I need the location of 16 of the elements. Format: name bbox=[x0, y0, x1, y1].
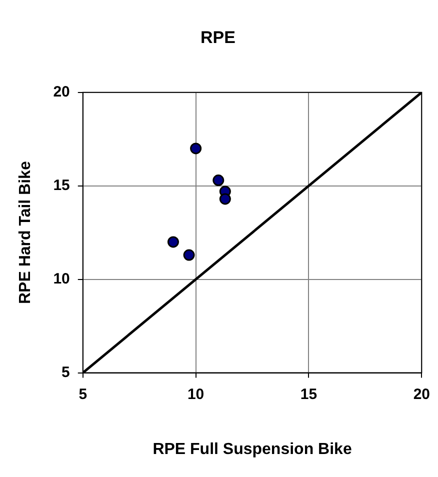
x-tick-label: 20 bbox=[413, 386, 430, 403]
y-tick-label: 5 bbox=[62, 364, 70, 381]
y-tick-label: 15 bbox=[53, 177, 70, 194]
point bbox=[183, 249, 195, 261]
point bbox=[219, 193, 231, 205]
x-axis-title: RPE Full Suspension Bike bbox=[152, 440, 352, 458]
chart-title: RPE bbox=[200, 28, 236, 47]
x-tick-label: 5 bbox=[78, 386, 88, 403]
y-tick-label: 10 bbox=[53, 270, 70, 288]
x-tick-label: 15 bbox=[300, 386, 318, 403]
point bbox=[190, 142, 202, 154]
point bbox=[212, 174, 224, 186]
y-axis-title: RPE Hard Tail Bike bbox=[17, 161, 34, 304]
point bbox=[167, 236, 179, 248]
y-tick-label: 20 bbox=[53, 84, 70, 101]
x-tick-label: 10 bbox=[187, 386, 204, 403]
